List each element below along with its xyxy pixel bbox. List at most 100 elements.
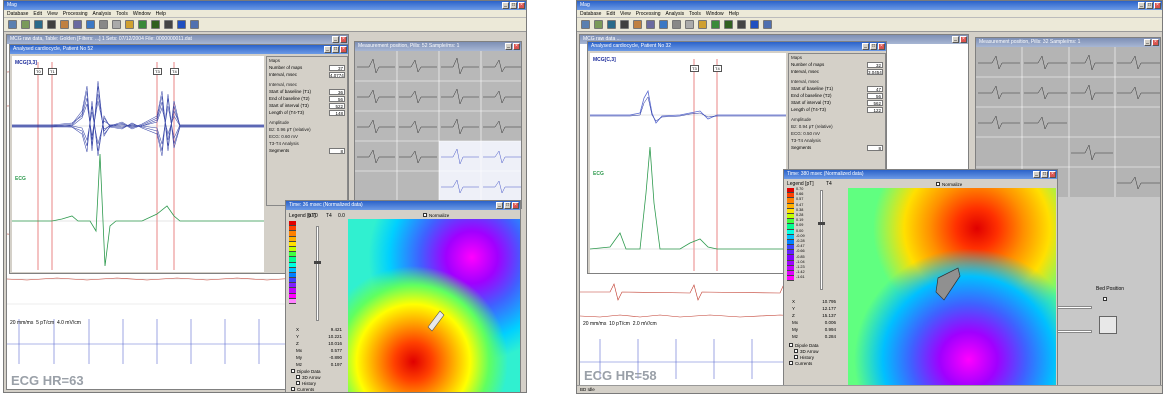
filter-icon[interactable] [47,20,56,29]
map-close-button[interactable]: × [1049,171,1056,178]
menu-processing[interactable]: Processing [62,11,88,17]
length-input[interactable]: 122 [867,106,883,113]
menu-analysis[interactable]: Analysis [92,11,112,17]
window-icon[interactable] [750,20,759,29]
length-input[interactable]: 148 [329,109,345,116]
menu-edit[interactable]: Edit [33,11,43,17]
maximize-button[interactable]: □ [510,2,517,9]
save-icon[interactable] [21,20,30,29]
menu-tools[interactable]: Tools [116,11,128,17]
time-slider[interactable] [316,226,319,321]
raw-minimize-button[interactable]: _ [952,36,959,43]
time-slider[interactable] [820,190,823,290]
open-icon[interactable] [8,20,17,29]
segments-select[interactable]: 8 [329,147,345,154]
close-button[interactable]: × [1154,2,1161,9]
currents-checkbox[interactable]: Currents [787,360,819,366]
time-slider-thumb[interactable] [314,261,321,264]
close-button[interactable]: × [518,2,525,9]
cardio-minimize-button[interactable]: _ [324,46,331,53]
map-icon[interactable] [125,20,134,29]
tools-icon[interactable] [164,20,173,29]
cardio-close-button[interactable]: × [340,46,347,53]
end-baseline-input[interactable]: 56 [867,92,883,99]
position-slider-2[interactable] [1056,330,1092,333]
menu-tools[interactable]: Tools [689,11,701,17]
bed-position-checkbox[interactable] [1101,296,1107,302]
maximize-button[interactable]: □ [1146,2,1153,9]
average-icon[interactable] [60,20,69,29]
chart-icon[interactable] [151,20,160,29]
help-icon[interactable] [763,20,772,29]
end-baseline-input[interactable]: 56 [329,95,345,102]
menu-window[interactable]: Window [132,11,151,17]
database-icon[interactable] [34,20,43,29]
start-interval-input[interactable]: 562 [867,99,883,106]
measurement-minimize-button[interactable]: _ [1144,39,1151,46]
marker-t3[interactable]: T3 [153,68,162,75]
marker-t3[interactable]: T3 [690,65,699,72]
menu-analysis[interactable]: Analysis [665,11,685,17]
raw-close-button[interactable]: × [960,36,967,43]
bed-position-button[interactable] [1099,316,1117,334]
dipole-data-checkbox[interactable]: Dipole Data [289,368,321,374]
minimize-button[interactable]: _ [502,2,509,9]
filter-icon[interactable] [620,20,629,29]
normalize-checkbox[interactable]: Normalize [934,181,962,187]
save-icon[interactable] [594,20,603,29]
average-icon[interactable] [633,20,642,29]
marker-t4[interactable]: T4 [713,65,722,72]
map-maximize-button[interactable]: □ [504,202,511,209]
menu-view[interactable]: View [47,11,58,17]
arrow-3d-checkbox[interactable]: 3D Arrow [289,374,321,380]
position-slider[interactable] [1056,306,1092,309]
map-close-button[interactable]: × [512,202,519,209]
maps-number-input[interactable]: 37 [329,64,345,71]
maps-interval-input[interactable]: 3.0454 [867,68,883,75]
time-slider-thumb[interactable] [818,222,825,225]
marker-t0[interactable]: T0 [34,68,43,75]
menu-help[interactable]: Help [728,11,739,17]
arrow-3d-checkbox[interactable]: 3D Arrow [787,348,819,354]
marker-t1[interactable]: T1 [48,68,57,75]
raw-close-button[interactable]: × [340,36,347,43]
marker-t4[interactable]: T4 [170,68,179,75]
raw-minimize-button[interactable]: _ [332,36,339,43]
database-icon[interactable] [607,20,616,29]
grid-icon[interactable] [646,20,655,29]
cursor-icon[interactable] [112,20,121,29]
measurement-close-button[interactable]: × [1152,39,1159,46]
menu-database[interactable]: Database [7,11,29,17]
maps-interval-input[interactable]: 4.0774 [329,71,345,78]
marker-icon[interactable] [99,20,108,29]
minimize-button[interactable]: _ [1138,2,1145,9]
dipole-data-checkbox[interactable]: Dipole Data [787,342,819,348]
menu-processing[interactable]: Processing [635,11,661,17]
marker-icon[interactable] [672,20,681,29]
help-icon[interactable] [190,20,199,29]
start-baseline-input[interactable]: 47 [867,85,883,92]
cursor-icon[interactable] [685,20,694,29]
start-baseline-input[interactable]: 36 [329,88,345,95]
dipole-icon[interactable] [711,20,720,29]
open-icon[interactable] [581,20,590,29]
trace-icon[interactable] [86,20,95,29]
cardio-maximize-button[interactable]: □ [870,43,877,50]
menu-view[interactable]: View [620,11,631,17]
map-minimize-button[interactable]: _ [496,202,503,209]
cardio-minimize-button[interactable]: _ [862,43,869,50]
trace-icon[interactable] [659,20,668,29]
measurement-minimize-button[interactable]: _ [505,43,512,50]
cardio-maximize-button[interactable]: □ [332,46,339,53]
tools-icon[interactable] [737,20,746,29]
history-checkbox[interactable]: History [289,380,321,386]
window-icon[interactable] [177,20,186,29]
history-checkbox[interactable]: History [787,354,819,360]
cardio-close-button[interactable]: × [878,43,885,50]
maps-number-input[interactable]: 32 [867,61,883,68]
dipole-icon[interactable] [138,20,147,29]
map-icon[interactable] [698,20,707,29]
normalize-checkbox[interactable]: Normalize [421,212,449,218]
measurement-close-button[interactable]: × [513,43,520,50]
menu-help[interactable]: Help [155,11,166,17]
